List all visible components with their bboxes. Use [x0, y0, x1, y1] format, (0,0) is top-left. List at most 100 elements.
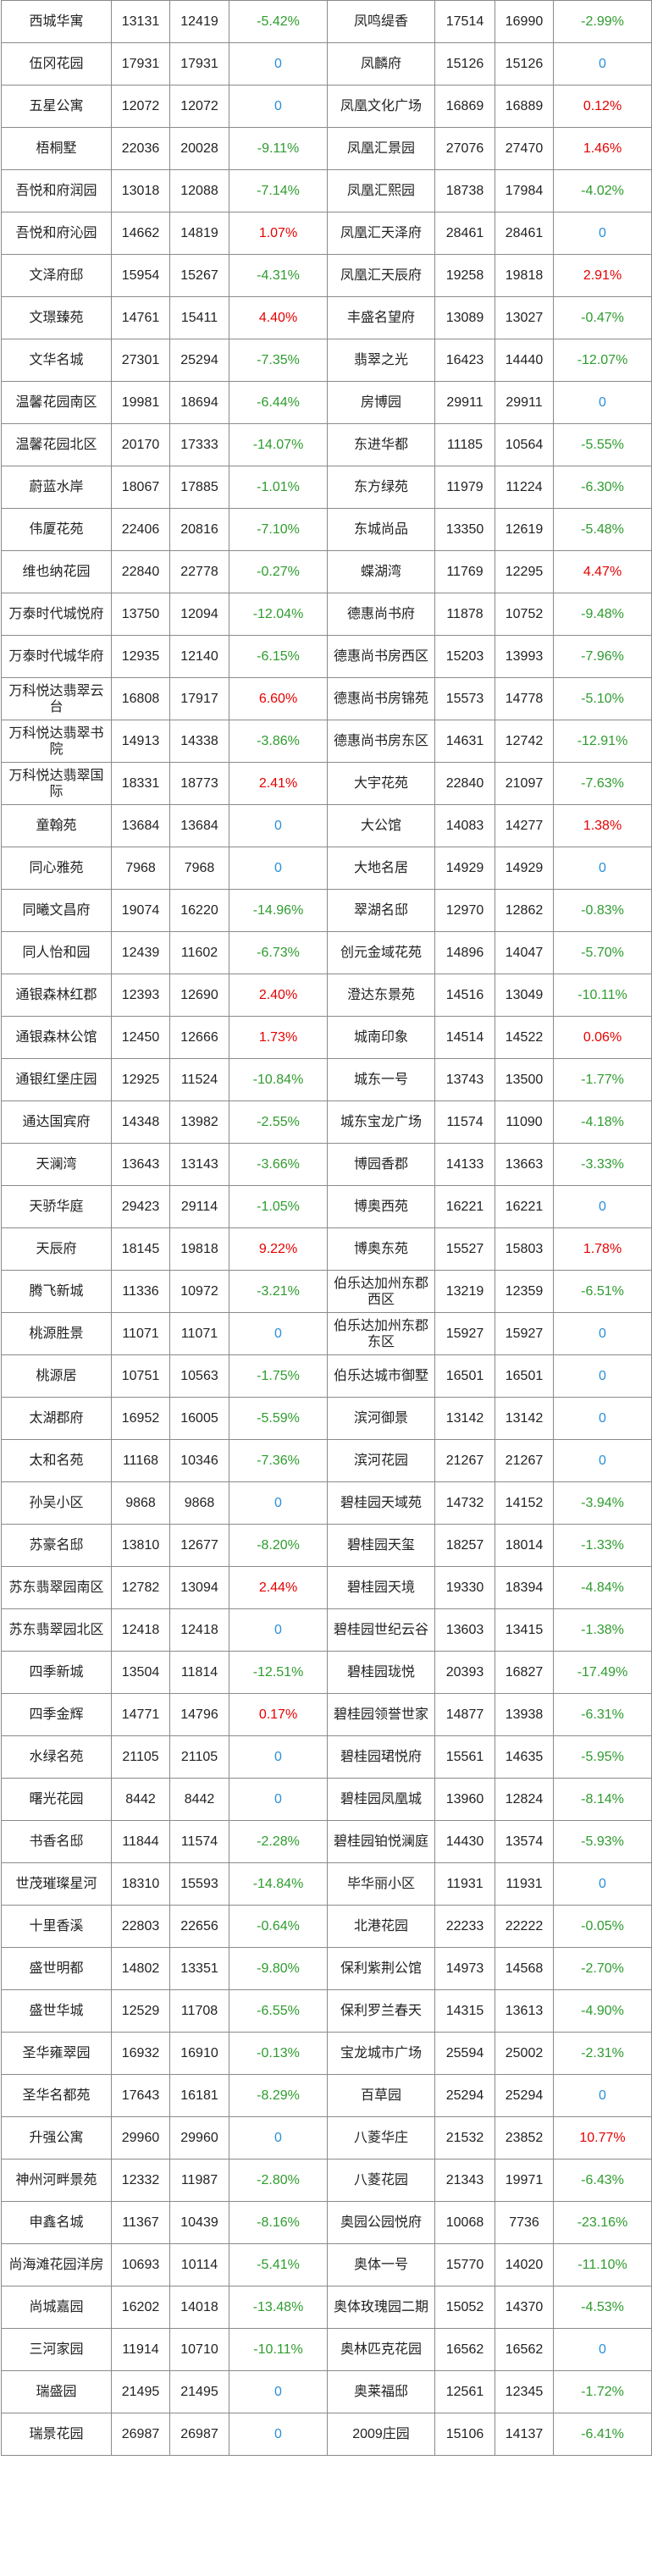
- right-price-change: 0.12%: [553, 85, 652, 128]
- left-current-price: 18694: [169, 381, 229, 424]
- right-previous-price: 13960: [434, 1778, 495, 1821]
- left-current-price: 17333: [169, 423, 229, 466]
- right-price-change: 0: [553, 1439, 652, 1482]
- right-current-price: 12345: [495, 2370, 554, 2413]
- right-previous-price: 21343: [434, 2159, 495, 2202]
- left-community-name: 天澜湾: [1, 1143, 112, 1186]
- table-row: 曙光花园 8442 8442 0 碧桂园凤凰城 13960 12824 -8.14%: [1, 1778, 652, 1821]
- table-row: 通银森林红郡 12393 12690 2.40% 澄达东景苑 14516 13049 -10.…: [1, 974, 652, 1017]
- right-community-name: 碧桂园珺悦府: [327, 1735, 435, 1779]
- left-current-price: 29114: [169, 1185, 229, 1228]
- right-community-name: 丰盛名望府: [327, 296, 435, 339]
- left-previous-price: 12418: [111, 1608, 170, 1652]
- left-community-name: 温馨花园南区: [1, 381, 112, 424]
- left-previous-price: 12450: [111, 1016, 170, 1059]
- left-previous-price: 14771: [111, 1693, 170, 1736]
- table-row: 升强公寓 29960 29960 0 八菱华庄 21532 23852 10.77%: [1, 2116, 652, 2160]
- left-community-name: 文璟臻苑: [1, 296, 112, 339]
- right-price-change: -8.14%: [553, 1778, 652, 1821]
- left-current-price: 26987: [169, 2413, 229, 2456]
- right-community-name: 凤麟府: [327, 42, 435, 85]
- left-price-change: -3.66%: [229, 1143, 328, 1186]
- left-previous-price: 11168: [111, 1439, 170, 1482]
- right-previous-price: 15126: [434, 42, 495, 85]
- right-current-price: 16221: [495, 1185, 554, 1228]
- table-row: 吾悦和府润园 13018 12088 -7.14% 凤凰汇熙园 18738 17984 -4.…: [1, 169, 652, 212]
- left-community-name: 世茂璀璨星河: [1, 1862, 112, 1906]
- right-price-change: -1.33%: [553, 1524, 652, 1567]
- table-row: 太和名苑 11168 10346 -7.36% 滨河花园 21267 21267 0: [1, 1439, 652, 1482]
- right-community-name: 房博园: [327, 381, 435, 424]
- left-previous-price: 13018: [111, 169, 170, 212]
- table-row: 瑞景花园 26987 26987 0 2009庄园 15106 14137 -6.41%: [1, 2413, 652, 2456]
- left-price-change: -4.31%: [229, 254, 328, 297]
- right-community-name: 宝龙城市广场: [327, 2032, 435, 2075]
- right-current-price: 14020: [495, 2243, 554, 2286]
- right-community-name: 德惠尚书府: [327, 593, 435, 636]
- right-community-name: 城东宝龙广场: [327, 1100, 435, 1144]
- right-current-price: 22222: [495, 1905, 554, 1948]
- left-price-change: -14.84%: [229, 1862, 328, 1906]
- left-price-change: -0.27%: [229, 550, 328, 593]
- left-previous-price: 22036: [111, 127, 170, 170]
- right-previous-price: 14929: [434, 847, 495, 890]
- right-previous-price: 20393: [434, 1651, 495, 1694]
- table-row: 四季金辉 14771 14796 0.17% 碧桂园领誉世家 14877 13938 -6.3…: [1, 1693, 652, 1736]
- left-community-name: 童翰苑: [1, 804, 112, 847]
- right-community-name: 博奥东苑: [327, 1227, 435, 1271]
- right-previous-price: 14877: [434, 1693, 495, 1736]
- left-previous-price: 16952: [111, 1397, 170, 1440]
- table-row: 维也纳花园 22840 22778 -0.27% 蝶湖湾 11769 12295 4.47%: [1, 550, 652, 593]
- left-community-name: 通银森林公馆: [1, 1016, 112, 1059]
- left-previous-price: 15954: [111, 254, 170, 297]
- right-current-price: 21267: [495, 1439, 554, 1482]
- right-previous-price: 29911: [434, 381, 495, 424]
- right-price-change: -1.38%: [553, 1608, 652, 1652]
- left-previous-price: 14802: [111, 1947, 170, 1990]
- left-previous-price: 12393: [111, 974, 170, 1017]
- table-row: 天澜湾 13643 13143 -3.66% 博园香郡 14133 13663 -3.33%: [1, 1143, 652, 1186]
- left-price-change: 6.60%: [229, 677, 328, 720]
- left-current-price: 10972: [169, 1270, 229, 1313]
- right-price-change: 10.77%: [553, 2116, 652, 2160]
- right-price-change: -1.77%: [553, 1058, 652, 1101]
- left-community-name: 瑞景花园: [1, 2413, 112, 2456]
- right-current-price: 14047: [495, 931, 554, 974]
- left-current-price: 11987: [169, 2159, 229, 2202]
- right-community-name: 大宇花苑: [327, 762, 435, 805]
- table-row: 通达国宾府 14348 13982 -2.55% 城东宝龙广场 11574 11090 -4.…: [1, 1100, 652, 1144]
- right-previous-price: 11185: [434, 423, 495, 466]
- left-price-change: -13.48%: [229, 2286, 328, 2329]
- right-current-price: 16827: [495, 1651, 554, 1694]
- right-previous-price: 18738: [434, 169, 495, 212]
- table-row: 万科悦达翡翠书院 14913 14338 -3.86% 德惠尚书房东区 14631 1274…: [1, 720, 652, 763]
- right-community-name: 翠湖名邸: [327, 889, 435, 932]
- left-previous-price: 20170: [111, 423, 170, 466]
- table-row: 童翰苑 13684 13684 0 大公馆 14083 14277 1.38%: [1, 804, 652, 847]
- left-previous-price: 13750: [111, 593, 170, 636]
- right-current-price: 11090: [495, 1100, 554, 1144]
- right-community-name: 城东一号: [327, 1058, 435, 1101]
- right-price-change: 0: [553, 1185, 652, 1228]
- right-current-price: 13574: [495, 1820, 554, 1863]
- right-community-name: 大地名居: [327, 847, 435, 890]
- right-community-name: 2009庄园: [327, 2413, 435, 2456]
- left-previous-price: 14348: [111, 1100, 170, 1144]
- right-price-change: 0: [553, 212, 652, 255]
- left-current-price: 25294: [169, 339, 229, 382]
- table-row: 吾悦和府沁园 14662 14819 1.07% 凤凰汇天泽府 28461 28461 0: [1, 212, 652, 255]
- right-current-price: 12862: [495, 889, 554, 932]
- right-price-change: -7.96%: [553, 635, 652, 678]
- left-community-name: 温馨花园北区: [1, 423, 112, 466]
- right-current-price: 16562: [495, 2328, 554, 2371]
- left-previous-price: 13131: [111, 0, 170, 43]
- left-price-change: -7.36%: [229, 1439, 328, 1482]
- right-price-change: 0: [553, 1397, 652, 1440]
- left-current-price: 11574: [169, 1820, 229, 1863]
- left-community-name: 三河家园: [1, 2328, 112, 2371]
- left-previous-price: 22803: [111, 1905, 170, 1948]
- left-price-change: 0: [229, 1735, 328, 1779]
- table-row: 苏东翡翠园南区 12782 13094 2.44% 碧桂园天境 19330 18394 -4.…: [1, 1566, 652, 1609]
- left-community-name: 通银森林红郡: [1, 974, 112, 1017]
- left-current-price: 19818: [169, 1227, 229, 1271]
